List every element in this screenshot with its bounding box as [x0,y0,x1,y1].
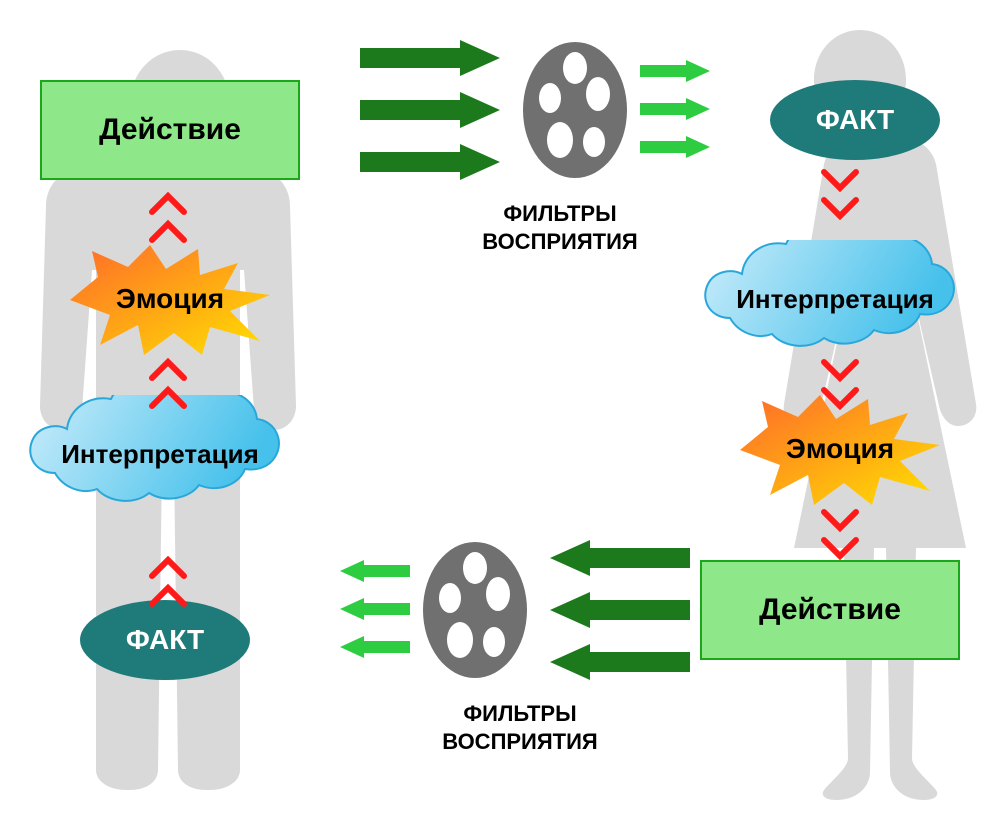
filter-label-line2: ВОСПРИЯТИЯ [482,229,638,254]
top-filter-label: ФИЛЬТРЫ ВОСПРИЯТИЯ [430,200,690,255]
big-arrow-right-icon [360,92,500,128]
left-action-box: Действие [40,80,300,180]
big-arrow-left-icon [550,540,690,576]
big-arrow-right-icon [360,40,500,76]
left-emotion-burst: Эмоция [70,245,270,355]
left-interpretation-cloud: Интерпретация [25,395,295,515]
bottom-filter-label: ФИЛЬТРЫ ВОСПРИЯТИЯ [390,700,650,755]
chevron-down-3 [820,508,860,560]
right-action-box: Действие [700,560,960,660]
small-arrow-left-icon [340,560,410,582]
chevron-up-1 [148,556,188,608]
right-action-label: Действие [759,593,901,627]
chevron-down-1 [820,168,860,220]
left-interpretation-label: Интерпретация [25,439,295,470]
left-fact-ellipse: ФАКТ [80,600,250,680]
chevron-up-2 [148,358,188,410]
small-arrow-right-icon [640,136,710,158]
big-arrow-left-icon [550,592,690,628]
filter-label-line1: ФИЛЬТРЫ [503,201,616,226]
right-fact-ellipse: ФАКТ [770,80,940,160]
left-emotion-label: Эмоция [70,283,270,315]
right-interpretation-label: Интерпретация [700,284,970,315]
small-arrow-right-icon [640,60,710,82]
right-interpretation-cloud: Интерпретация [700,240,970,360]
left-fact-label: ФАКТ [126,624,204,656]
diagram-stage: Действие Эмоция Интерпретация ФАКТ [0,0,1000,820]
filter-label-line1: ФИЛЬТРЫ [463,701,576,726]
right-fact-label: ФАКТ [816,104,894,136]
small-arrow-left-icon [340,636,410,658]
small-arrow-right-icon [640,98,710,120]
chevron-up-3 [148,192,188,244]
filter-reel-icon [520,40,630,180]
right-emotion-burst: Эмоция [740,395,940,505]
chevron-down-2 [820,358,860,410]
left-action-label: Действие [99,113,241,147]
small-arrow-left-icon [340,598,410,620]
big-arrow-right-icon [360,144,500,180]
filter-reel-icon [420,540,530,680]
right-emotion-label: Эмоция [740,433,940,465]
filter-label-line2: ВОСПРИЯТИЯ [442,729,598,754]
big-arrow-left-icon [550,644,690,680]
